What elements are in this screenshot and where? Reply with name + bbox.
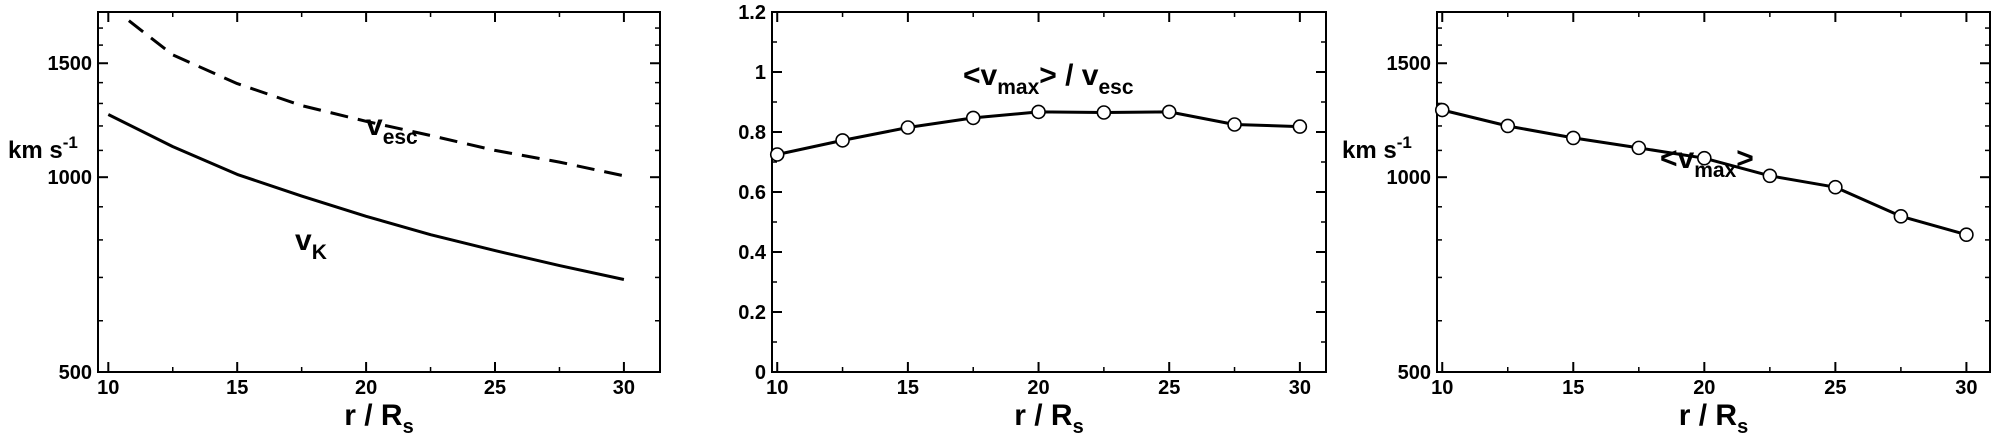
data-point <box>965 110 981 126</box>
y-tick-label: 1000 <box>48 167 93 189</box>
x-tick-label: 25 <box>1158 377 1180 399</box>
series-line <box>127 19 625 178</box>
data-point <box>1096 105 1112 120</box>
x-tick-label: 10 <box>1431 377 1453 399</box>
plot-frame <box>1436 11 1991 373</box>
chart-panel-1: 10 15 20 25 30 500 1000 1500 r / Rs km s-1 vesc vK <box>8 11 661 438</box>
y-tick-label: 500 <box>1398 362 1431 384</box>
y-tick-label: 1500 <box>48 53 93 75</box>
x-tick-label: 15 <box>897 377 919 399</box>
y-tick-label: 1500 <box>1387 53 1432 75</box>
x-tick-label: 10 <box>766 377 788 399</box>
x-tick-label: 30 <box>613 377 635 399</box>
data-point <box>1434 102 1450 118</box>
y-axis-label: km s-1 <box>8 133 78 164</box>
series-annotation: vK <box>295 224 327 264</box>
x-tick-label: 25 <box>1824 377 1846 399</box>
data-point <box>769 147 785 162</box>
y-tick-label: 1 <box>755 62 766 84</box>
data-point <box>1227 117 1242 132</box>
y-tick-label: 0.6 <box>738 182 766 204</box>
x-tick-label: 15 <box>1562 377 1584 399</box>
x-axis-label: r / Rs <box>344 399 413 438</box>
y-tick-label: 0.4 <box>738 242 767 264</box>
y-axis-label: km s-1 <box>1342 133 1412 164</box>
data-point <box>1292 119 1308 134</box>
data-point <box>1697 150 1712 166</box>
data-point <box>1893 209 1909 224</box>
y-tick-label: 1000 <box>1387 167 1432 189</box>
x-tick-label: 20 <box>1693 377 1715 399</box>
x-tick-label: 15 <box>226 377 248 399</box>
data-point <box>835 133 850 148</box>
data-point <box>1161 104 1177 120</box>
data-point <box>1762 168 1778 184</box>
x-axis-label: r / Rs <box>1014 399 1083 438</box>
data-point <box>1031 104 1046 120</box>
data-point <box>900 120 916 135</box>
y-tick-label: 0.8 <box>738 122 766 144</box>
data-point <box>1828 179 1843 195</box>
x-tick-label: 30 <box>1955 377 1977 399</box>
data-point <box>1500 118 1516 134</box>
y-tick-label: 1.2 <box>738 2 766 24</box>
series-annotation: <vmax> <box>1660 142 1754 182</box>
series-annotation: <vmax> / vesc <box>963 59 1134 99</box>
series-line <box>107 113 625 281</box>
x-tick-label: 20 <box>1027 377 1049 399</box>
data-point <box>1565 130 1581 146</box>
chart-panel-2: 10 15 20 25 30 0 0.2 0.4 0.6 0.8 1 1.2 r / Rs <vmax> … <box>738 2 1327 438</box>
x-tick-label: 10 <box>97 377 119 399</box>
x-tick-label: 25 <box>484 377 506 399</box>
y-tick-label: 500 <box>59 362 92 384</box>
data-point <box>1959 227 1974 242</box>
data-point <box>1631 140 1647 156</box>
x-axis-label: r / Rs <box>1679 399 1748 438</box>
x-tick-label: 30 <box>1289 377 1311 399</box>
x-tick-label: 20 <box>355 377 377 399</box>
y-tick-label: 0 <box>755 362 766 384</box>
chart-panel-3: 10 15 20 25 30 500 1000 1500 r / Rs km s-1 <vmax> <box>1342 11 1991 438</box>
series-annotation: vesc <box>366 109 418 149</box>
plot-frame <box>97 11 661 373</box>
y-tick-label: 0.2 <box>738 302 766 324</box>
